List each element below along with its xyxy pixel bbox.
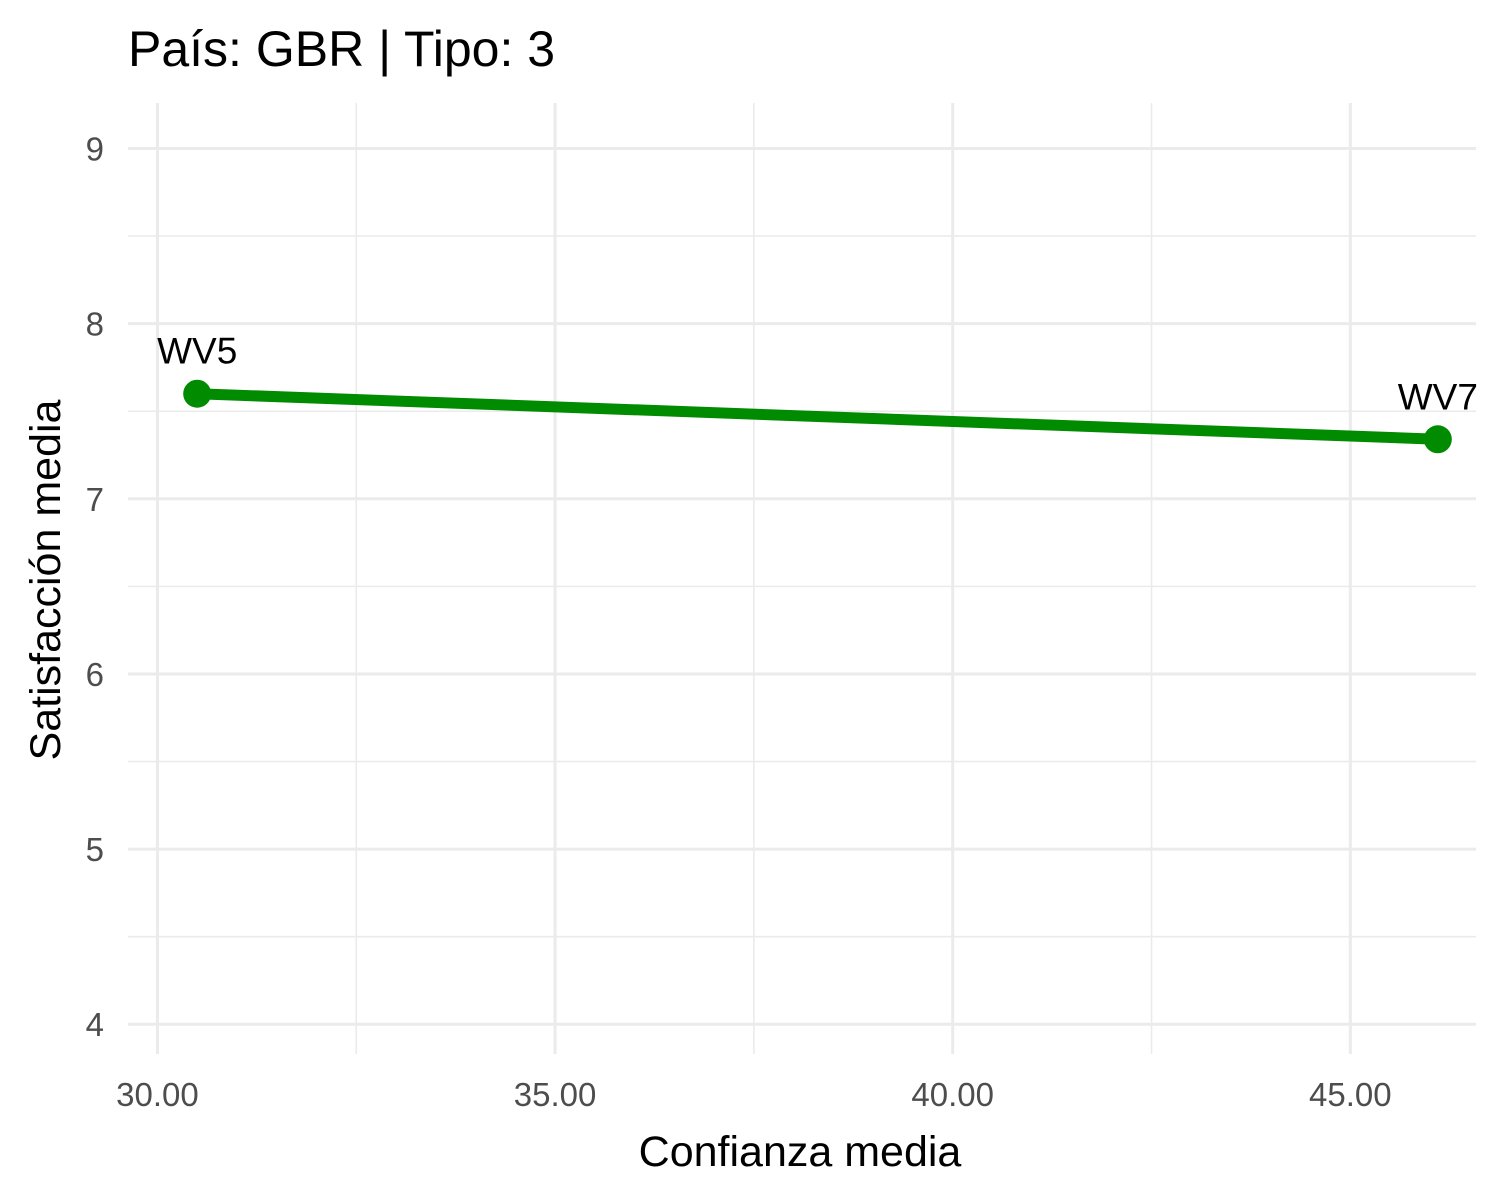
y-axis-ticks: 4 5 6 7 8 9 xyxy=(86,131,104,1044)
y-tick-label: 8 xyxy=(86,306,104,343)
x-axis-ticks: 30.00 35.00 40.00 45.00 xyxy=(116,1076,1392,1113)
x-tick-label: 45.00 xyxy=(1309,1076,1392,1113)
y-tick-label: 5 xyxy=(86,831,104,868)
y-tick-label: 7 xyxy=(86,481,104,518)
major-gridlines xyxy=(128,103,1476,1054)
chart-title: País: GBR | Tipo: 3 xyxy=(128,21,555,77)
x-tick-label: 30.00 xyxy=(116,1076,199,1113)
minor-gridlines xyxy=(128,103,1476,1054)
data-point xyxy=(1423,425,1452,454)
data-point-label: WV7 xyxy=(1398,376,1478,417)
data-point-label: WV5 xyxy=(157,331,237,372)
x-tick-label: 35.00 xyxy=(514,1076,597,1113)
y-axis-title: Satisfacción media xyxy=(22,399,70,760)
y-tick-label: 9 xyxy=(86,131,104,168)
series-layer: WV5 WV7 xyxy=(157,331,1478,454)
x-axis-title: Confianza media xyxy=(639,1128,962,1176)
x-tick-label: 40.00 xyxy=(911,1076,994,1113)
data-point xyxy=(183,379,212,408)
y-tick-label: 4 xyxy=(86,1006,104,1043)
series-line-segment xyxy=(196,388,1439,445)
y-tick-label: 6 xyxy=(86,656,104,693)
